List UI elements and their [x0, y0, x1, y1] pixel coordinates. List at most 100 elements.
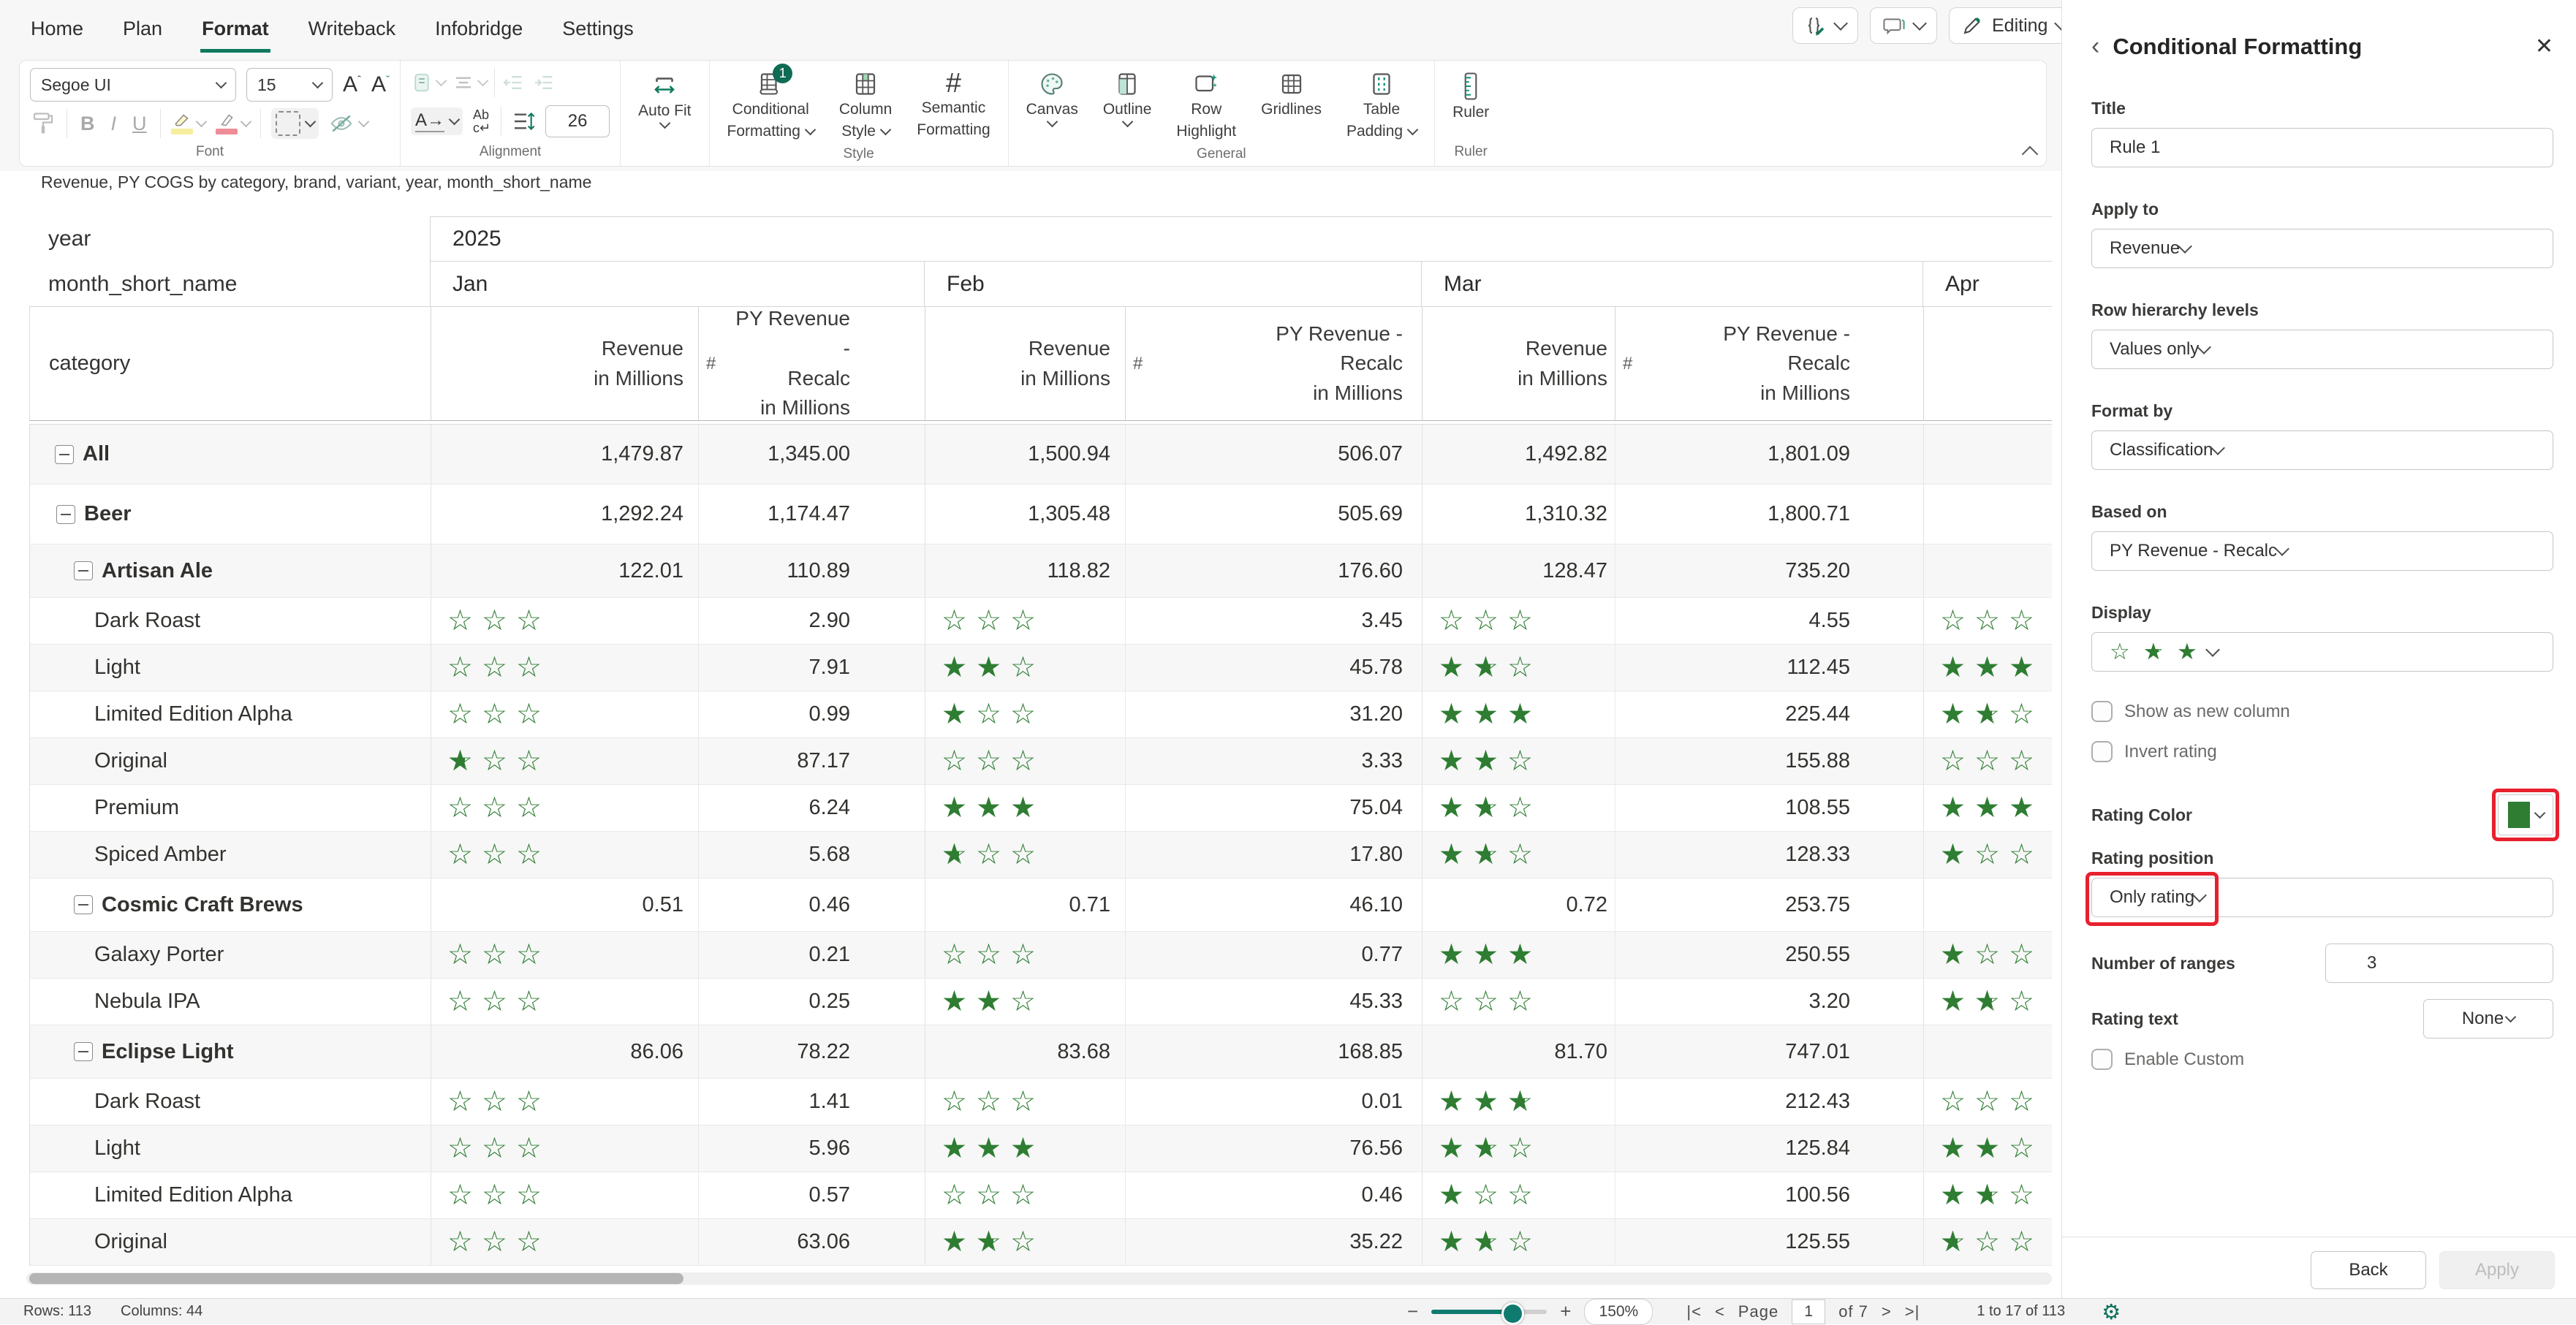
cell-mar-revenue[interactable]: 1,310.32 — [1422, 485, 1615, 544]
menu-item-infobridge[interactable]: Infobridge — [433, 13, 524, 53]
number-of-ranges-input[interactable]: 3 — [2325, 944, 2553, 983]
increase-font-icon[interactable]: Aˆ — [343, 72, 361, 97]
cell-feb-revenue[interactable]: ☆☆☆ — [925, 932, 1125, 978]
column-style-button[interactable]: Column Style — [832, 68, 899, 145]
cell-mar-py[interactable]: 108.55 — [1648, 785, 1923, 831]
cell-feb-hash[interactable] — [1125, 1079, 1159, 1125]
colhdr-feb-py[interactable]: PY Revenue -Recalcin Millions — [1159, 307, 1422, 420]
cell-feb-py[interactable]: 176.60 — [1159, 544, 1422, 597]
canvas-button[interactable]: Canvas — [1019, 68, 1086, 129]
hide-values-button[interactable] — [329, 113, 368, 134]
cell-mar-py[interactable]: 125.84 — [1648, 1125, 1923, 1172]
cell-apr-revenue[interactable]: ★☆☆ — [1923, 832, 2053, 878]
gridlines-button[interactable]: Gridlines — [1254, 68, 1329, 122]
zoom-level-value[interactable]: 150% — [1584, 1299, 1653, 1325]
cell-mar-hash[interactable] — [1615, 832, 1648, 878]
row-header-cell[interactable]: Dark Roast — [30, 598, 431, 644]
row-header-cell[interactable]: Dark Roast — [30, 1079, 431, 1125]
cell-feb-py[interactable]: 0.77 — [1159, 932, 1422, 978]
cell-jan-py[interactable]: 1,174.47 — [732, 485, 925, 544]
cell-feb-hash[interactable] — [1125, 485, 1159, 544]
colhdr-jan-py[interactable]: PY Revenue -Recalcin Millions — [732, 307, 925, 420]
cell-feb-py[interactable]: 0.46 — [1159, 1172, 1422, 1218]
cell-apr-revenue[interactable]: ★★☆ — [1923, 1125, 2053, 1172]
cell-jan-hash[interactable] — [698, 1219, 732, 1265]
cell-mar-hash[interactable] — [1615, 932, 1648, 978]
cell-feb-hash[interactable] — [1125, 1219, 1159, 1265]
cell-mar-revenue[interactable]: ★★★ — [1422, 932, 1615, 978]
cell-jan-hash[interactable] — [698, 1125, 732, 1172]
cell-mar-hash[interactable] — [1615, 785, 1648, 831]
cell-jan-revenue[interactable]: 1,479.87 — [431, 425, 698, 484]
month-header-apr[interactable]: Apr — [1922, 262, 2052, 306]
cell-apr-revenue[interactable]: ★★★ — [1923, 645, 2053, 691]
cell-feb-revenue[interactable]: ☆☆☆ — [925, 1079, 1125, 1125]
cell-jan-hash[interactable] — [698, 645, 732, 691]
horizontal-scrollbar-thumb[interactable] — [29, 1273, 683, 1284]
cell-jan-hash[interactable] — [698, 1079, 732, 1125]
cell-jan-revenue[interactable]: 0.51 — [431, 878, 698, 931]
cell-jan-py[interactable]: 2.90 — [732, 598, 925, 644]
font-size-select[interactable]: 15 — [246, 68, 333, 102]
cell-jan-revenue[interactable]: ☆☆☆ — [431, 1125, 698, 1172]
italic-button[interactable]: I — [108, 113, 120, 135]
previous-page-icon[interactable]: < — [1715, 1302, 1725, 1321]
horizontal-align-button[interactable] — [452, 72, 487, 94]
cell-feb-revenue[interactable]: ☆☆☆ — [925, 738, 1125, 784]
cell-feb-py[interactable]: 506.07 — [1159, 425, 1422, 484]
cell-feb-revenue[interactable]: 118.82 — [925, 544, 1125, 597]
cell-feb-revenue[interactable]: ★☆☆ — [925, 691, 1125, 737]
cell-feb-py[interactable]: 45.33 — [1159, 979, 1422, 1025]
cell-jan-revenue[interactable]: ☆☆☆ — [431, 645, 698, 691]
cell-mar-hash[interactable] — [1615, 1079, 1648, 1125]
bold-button[interactable]: B — [77, 113, 98, 135]
cell-mar-py[interactable]: 747.01 — [1648, 1025, 1923, 1078]
increase-indent-icon[interactable] — [533, 73, 556, 92]
cell-mar-revenue[interactable]: ☆☆☆ — [1422, 598, 1615, 644]
apply-button[interactable]: Apply — [2439, 1251, 2555, 1289]
semantic-formatting-button[interactable]: # Semantic Formatting — [909, 68, 997, 143]
autofit-button[interactable]: Auto Fit — [631, 68, 698, 130]
cell-jan-hash[interactable] — [698, 425, 732, 484]
cell-jan-py[interactable]: 5.96 — [732, 1125, 925, 1172]
cell-mar-revenue[interactable]: ★☆★☆ — [1422, 1219, 1615, 1265]
row-header-cell[interactable]: All — [30, 425, 431, 484]
back-button[interactable]: Back — [2311, 1251, 2426, 1289]
row-header-cell[interactable]: Eclipse Light — [30, 1025, 431, 1078]
apply-to-select[interactable]: Revenue — [2091, 229, 2553, 268]
cell-feb-py[interactable]: 75.04 — [1159, 785, 1422, 831]
cell-jan-py[interactable]: 87.17 — [732, 738, 925, 784]
cell-jan-hash[interactable] — [698, 785, 732, 831]
cell-apr-revenue[interactable]: ★☆★☆ — [1923, 979, 2053, 1025]
cell-jan-py[interactable]: 63.06 — [732, 1219, 925, 1265]
cell-feb-py[interactable]: 505.69 — [1159, 485, 1422, 544]
cell-apr-revenue[interactable]: ☆☆☆ — [1923, 738, 2053, 784]
cell-mar-hash[interactable] — [1615, 1219, 1648, 1265]
display-select[interactable]: ☆☆★★ — [2091, 632, 2553, 672]
cell-jan-revenue[interactable]: 122.01 — [431, 544, 698, 597]
cell-feb-hash[interactable] — [1125, 544, 1159, 597]
cell-feb-hash[interactable] — [1125, 645, 1159, 691]
cell-jan-py[interactable]: 7.91 — [732, 645, 925, 691]
collapse-toggle-icon[interactable] — [74, 1042, 93, 1061]
cell-feb-hash[interactable] — [1125, 598, 1159, 644]
cell-feb-revenue[interactable]: ☆☆☆ — [925, 1172, 1125, 1218]
cell-apr-revenue[interactable]: ☆☆☆ — [1923, 598, 2053, 644]
highlight-color-button[interactable] — [171, 113, 205, 134]
cell-jan-py[interactable]: 5.68 — [732, 832, 925, 878]
cell-jan-revenue[interactable]: ☆★☆☆ — [431, 738, 698, 784]
rating-text-select[interactable]: None — [2423, 999, 2553, 1039]
cell-mar-py[interactable]: 253.75 — [1648, 878, 1923, 931]
cell-feb-py[interactable]: 168.85 — [1159, 1025, 1422, 1078]
cell-jan-hash[interactable] — [698, 544, 732, 597]
cell-jan-py[interactable]: 78.22 — [732, 1025, 925, 1078]
cell-mar-py[interactable]: 4.55 — [1648, 598, 1923, 644]
zoom-out-button[interactable]: − — [1407, 1300, 1418, 1323]
outline-button[interactable]: Outline — [1096, 68, 1159, 129]
cell-feb-py[interactable]: 17.80 — [1159, 832, 1422, 878]
row-header-cell[interactable]: Galaxy Porter — [30, 932, 431, 978]
text-direction-button[interactable]: A→ — [411, 107, 463, 135]
month-header-feb[interactable]: Feb — [924, 262, 1421, 306]
cell-jan-revenue[interactable]: ☆☆☆ — [431, 691, 698, 737]
cell-mar-hash[interactable] — [1615, 738, 1648, 784]
